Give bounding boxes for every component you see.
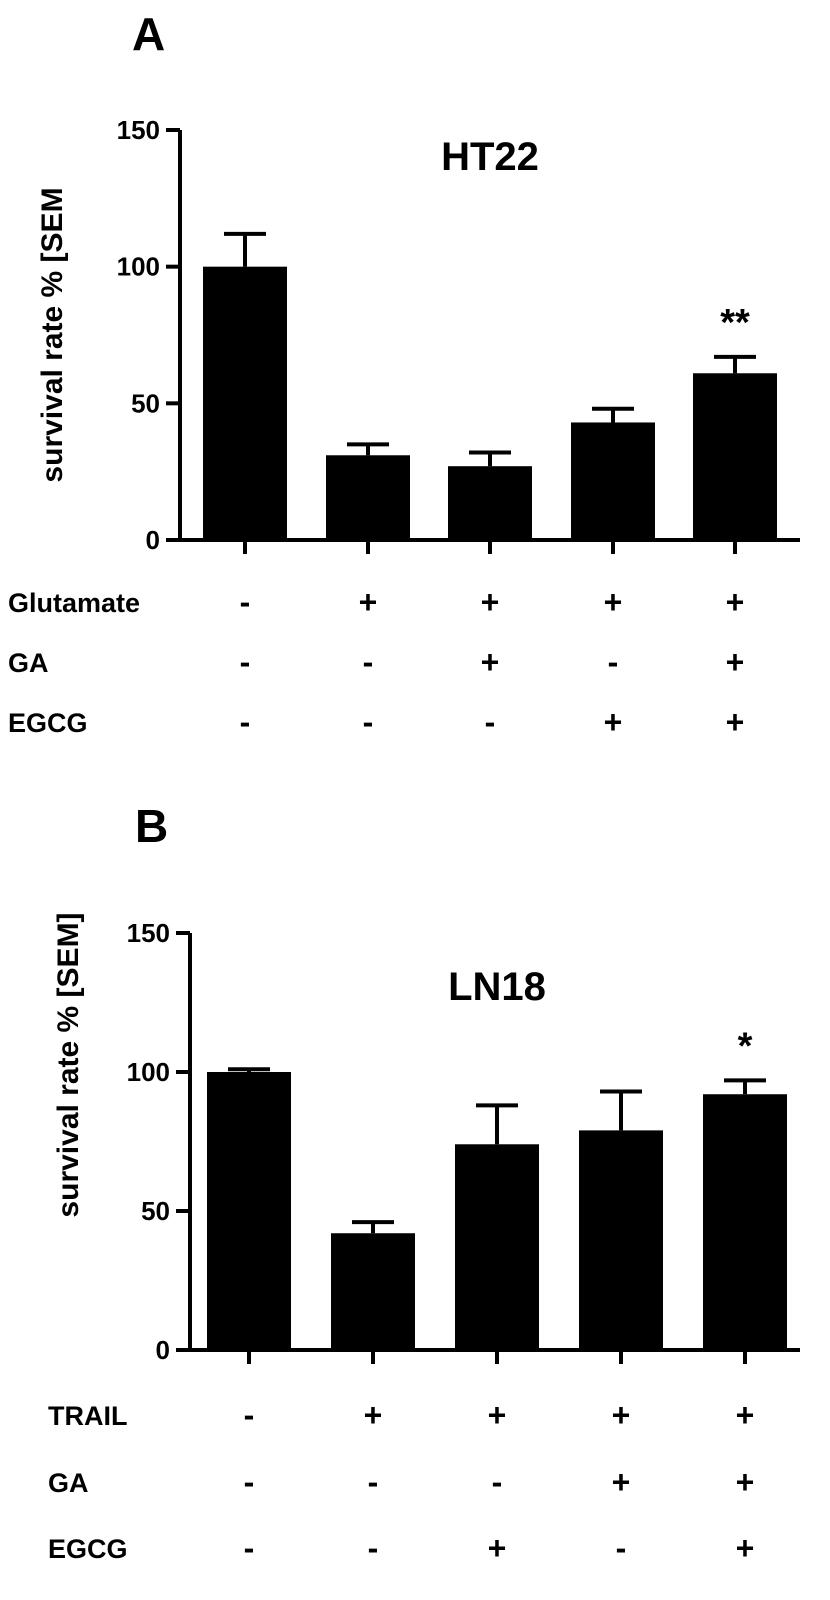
panel-a-condition-sign: - bbox=[240, 644, 251, 680]
panel-b-condition-sign: - bbox=[368, 1530, 379, 1566]
panel-a-condition-sign: - bbox=[485, 704, 496, 740]
panel-a-letter: A bbox=[132, 8, 165, 60]
panel-b-condition-sign: + bbox=[364, 1397, 383, 1433]
panel-a-condition-sign: + bbox=[726, 644, 745, 680]
panel-a-condition-label: Glutamate bbox=[8, 588, 140, 618]
panel-b-condition-sign: + bbox=[736, 1530, 755, 1566]
panel-b-title: LN18 bbox=[448, 965, 546, 1009]
panel-a-condition-sign: - bbox=[240, 704, 251, 740]
panel-a-condition-label: EGCG bbox=[8, 708, 88, 738]
panel-a-condition-sign: - bbox=[608, 644, 619, 680]
panel-a-bar bbox=[203, 266, 287, 540]
panel-b: B LN18 survival rate % [SEM] 0 50 100 150 * T… bbox=[48, 800, 800, 1566]
panel-a-condition-sign: - bbox=[363, 704, 374, 740]
panel-a-bar bbox=[326, 455, 410, 540]
panel-b-bar bbox=[455, 1144, 539, 1350]
panel-b-marks: 0 50 100 150 * TRAIL - + + + + GA - - - + + EGCG - - + - + bbox=[48, 918, 800, 1566]
panel-a-y-tick-label: 150 bbox=[117, 115, 160, 145]
panel-a-condition-sign: - bbox=[240, 584, 251, 620]
panel-b-y-tick-label: 150 bbox=[127, 918, 170, 948]
panel-a-y-axis-label: survival rate % [SEM bbox=[36, 187, 69, 482]
panel-a-condition-sign: + bbox=[726, 704, 745, 740]
panel-b-condition-sign: - bbox=[244, 1397, 255, 1433]
panel-b-condition-sign: - bbox=[244, 1530, 255, 1566]
panel-b-y-tick-label: 50 bbox=[141, 1196, 170, 1226]
panel-a-condition-label: GA bbox=[8, 648, 49, 678]
panel-b-condition-label: TRAIL bbox=[48, 1401, 127, 1431]
panel-a-bar bbox=[571, 422, 655, 540]
panel-b-condition-sign: - bbox=[616, 1530, 627, 1566]
panel-a-condition-sign: + bbox=[359, 584, 378, 620]
panel-a-condition-sign: + bbox=[604, 584, 623, 620]
panel-b-condition-label: GA bbox=[48, 1468, 89, 1498]
panel-a-y-tick-label: 100 bbox=[117, 252, 160, 282]
panel-a-bar bbox=[693, 373, 777, 540]
panel-b-bar bbox=[579, 1130, 663, 1350]
panel-b-condition-sign: + bbox=[612, 1397, 631, 1433]
panel-a-condition-sign: + bbox=[604, 704, 623, 740]
panel-b-condition-sign: - bbox=[492, 1464, 503, 1500]
panel-b-condition-sign: + bbox=[736, 1397, 755, 1433]
panel-a-condition-sign: - bbox=[363, 644, 374, 680]
panel-b-letter: B bbox=[135, 800, 168, 852]
panel-b-y-tick-label: 100 bbox=[127, 1057, 170, 1087]
panel-b-bar bbox=[331, 1233, 415, 1350]
panel-a-condition-sign: + bbox=[481, 584, 500, 620]
panel-a-bar bbox=[448, 466, 532, 540]
panel-b-condition-sign: + bbox=[612, 1464, 631, 1500]
panel-b-bar bbox=[207, 1072, 291, 1350]
panel-b-condition-sign: + bbox=[736, 1464, 755, 1500]
panel-a-significance-label: ** bbox=[720, 302, 750, 344]
panel-b-y-axis-label: survival rate % [SEM] bbox=[52, 912, 85, 1217]
panel-a-condition-sign: + bbox=[726, 584, 745, 620]
panel-b-significance-label: * bbox=[738, 1025, 753, 1067]
panel-b-condition-label: EGCG bbox=[48, 1534, 128, 1564]
panel-b-condition-sign: + bbox=[488, 1397, 507, 1433]
panel-a: A HT22 survival rate % [SEM 0 50 100 150 ** G… bbox=[8, 8, 800, 740]
panel-a-title: HT22 bbox=[441, 135, 539, 179]
panel-b-condition-sign: - bbox=[368, 1464, 379, 1500]
panel-b-condition-sign: - bbox=[244, 1464, 255, 1500]
panel-a-y-tick-label: 0 bbox=[146, 525, 160, 555]
panel-a-marks: 0 50 100 150 ** Glutamate - + + + + GA - - + - + EGCG - - - +… bbox=[8, 115, 800, 740]
panel-b-bar bbox=[703, 1094, 787, 1350]
panel-a-condition-sign: + bbox=[481, 644, 500, 680]
panel-a-y-tick-label: 50 bbox=[131, 388, 160, 418]
panel-b-condition-sign: + bbox=[488, 1530, 507, 1566]
panel-b-y-tick-label: 0 bbox=[156, 1335, 170, 1365]
